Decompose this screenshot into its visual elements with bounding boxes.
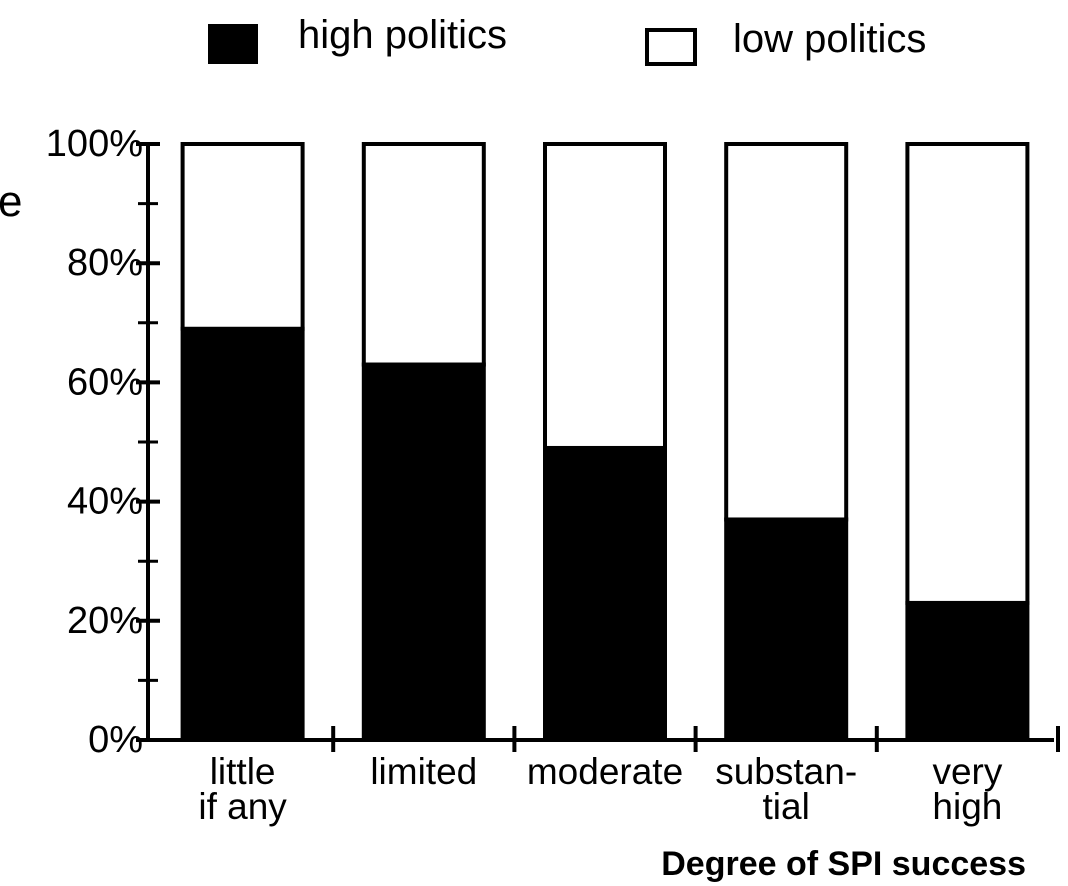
x-category-label: very bbox=[932, 751, 1002, 792]
bar-high-politics-5 bbox=[905, 600, 1030, 742]
bar-low-politics-5 bbox=[905, 142, 1030, 605]
y-tick-label: 100% bbox=[46, 123, 143, 165]
x-category-label: little bbox=[210, 751, 276, 792]
y-tick-label: 60% bbox=[67, 361, 143, 403]
legend: high politics low politics bbox=[208, 13, 926, 66]
bar-low-politics-3 bbox=[543, 142, 667, 450]
bar-high-politics-3 bbox=[543, 445, 667, 742]
cropped-letter: e bbox=[0, 177, 22, 226]
y-tick-label: 40% bbox=[67, 481, 143, 523]
bars bbox=[180, 142, 1030, 742]
bar-low-politics-1 bbox=[180, 142, 305, 331]
bar-high-politics-2 bbox=[361, 362, 486, 742]
y-tick-label: 20% bbox=[67, 600, 143, 642]
x-category-label: tial bbox=[763, 786, 810, 827]
legend-label-high-politics: high politics bbox=[298, 13, 507, 57]
y-tick-label: 0% bbox=[88, 719, 143, 761]
legend-swatch-low-politics bbox=[645, 28, 697, 66]
bar-high-politics-1 bbox=[180, 326, 305, 742]
x-ticks bbox=[331, 726, 1060, 752]
x-category-label: limited bbox=[370, 751, 477, 792]
y-ticks: 0% 20% 40% 60% 80% 100% bbox=[46, 123, 160, 761]
x-category-label: if any bbox=[198, 786, 287, 827]
legend-label-low-politics: low politics bbox=[733, 17, 926, 61]
x-category-label: substan- bbox=[715, 751, 857, 792]
x-category-label: moderate bbox=[527, 751, 683, 792]
bar-low-politics-4 bbox=[724, 142, 849, 522]
legend-swatch-high-politics bbox=[208, 24, 258, 64]
bar-low-politics-2 bbox=[361, 142, 486, 367]
bar-high-politics-4 bbox=[724, 517, 849, 742]
y-tick-label: 80% bbox=[67, 242, 143, 284]
x-category-label: high bbox=[932, 786, 1002, 827]
x-axis-title: Degree of SPI success bbox=[661, 845, 1026, 883]
